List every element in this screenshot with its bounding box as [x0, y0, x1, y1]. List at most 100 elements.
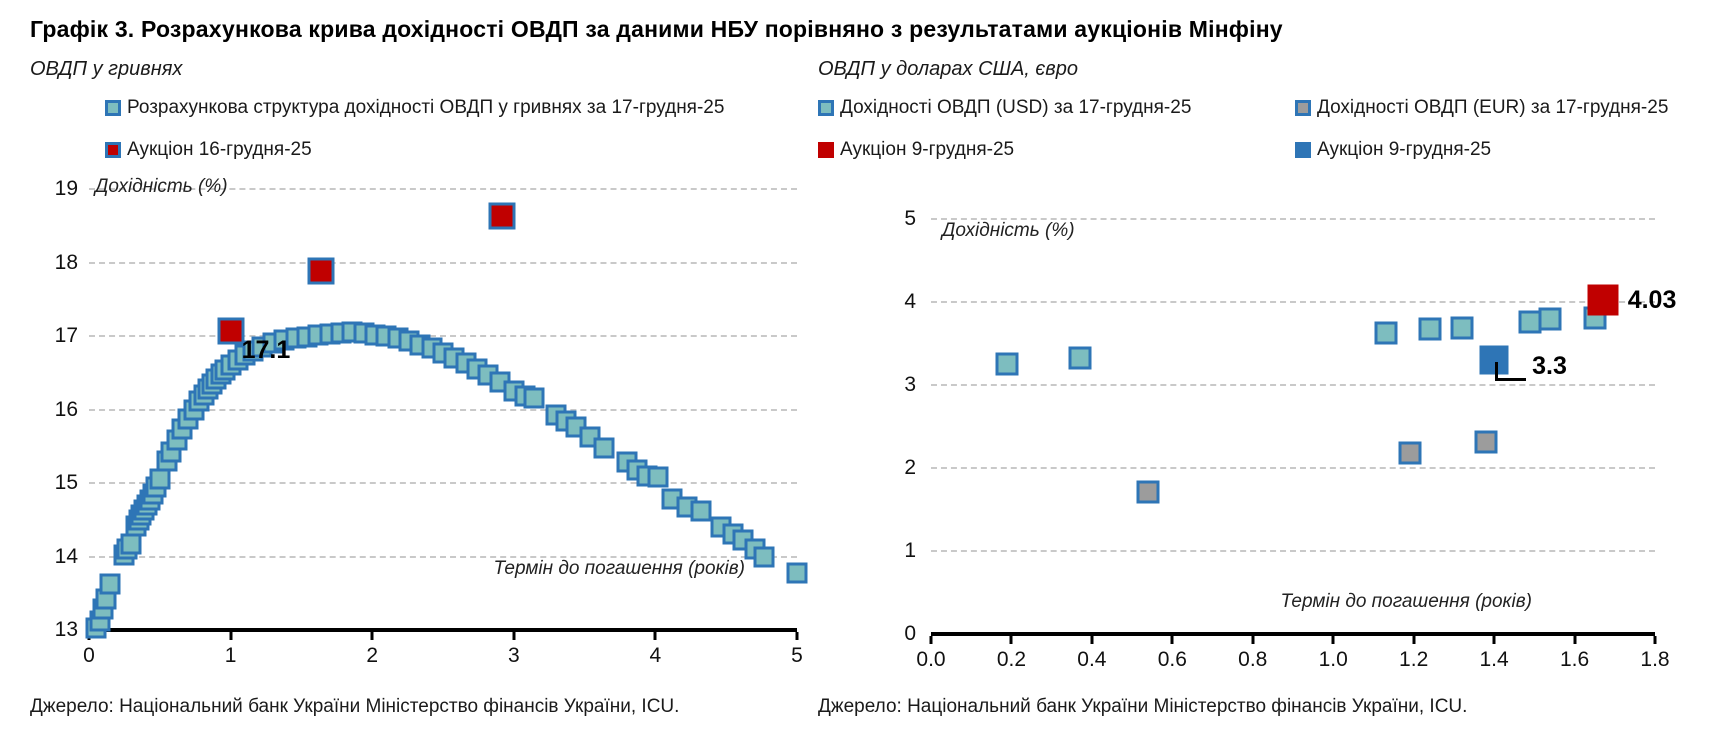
gridline [931, 467, 1655, 469]
y-tick-label: 4 [904, 290, 916, 313]
data-point [616, 451, 638, 473]
data-point [676, 496, 698, 518]
x-tick-label: 1.6 [1559, 648, 1590, 671]
legend-item: Аукціон 16-грудня-25 [105, 139, 312, 161]
data-point [466, 358, 488, 380]
gridline [931, 550, 1655, 552]
legend-item: Розрахункова структура дохідності ОВДП у… [105, 97, 724, 119]
data-point [744, 538, 766, 560]
data-point [95, 588, 117, 610]
data-point [139, 489, 161, 511]
data-point [409, 334, 431, 356]
x-tick-label: 2 [366, 644, 379, 667]
x-tick-label: 3 [507, 644, 520, 667]
gridline [931, 384, 1655, 386]
data-point [188, 390, 210, 412]
data-point [171, 418, 193, 440]
x-tick-mark [1009, 636, 1013, 644]
x-tick-label: 1.2 [1399, 648, 1429, 671]
data-point [183, 399, 205, 420]
y-axis-title: Дохідність (%) [95, 176, 228, 197]
y-tick-label: 13 [54, 618, 78, 641]
x-tick-label: 4 [649, 644, 662, 667]
data-point [353, 322, 375, 344]
legend-marker-icon [1295, 142, 1311, 158]
y-tick-label: 18 [54, 250, 78, 274]
x-tick-mark [929, 636, 933, 644]
y-tick-label: 3 [904, 373, 916, 396]
data-point [593, 437, 615, 459]
y-tick-label: 16 [54, 397, 78, 421]
data-point [364, 324, 386, 346]
gridline [89, 408, 797, 411]
data-point [489, 371, 511, 393]
data-point [579, 426, 601, 448]
data-point [545, 404, 567, 426]
data-point [166, 429, 188, 451]
legend-label: Розрахункова структура дохідності ОВДП у… [127, 97, 725, 118]
x-tick-mark [1412, 636, 1416, 644]
data-point [285, 327, 307, 349]
data-point [1136, 480, 1160, 504]
data-point [319, 323, 341, 345]
data-point [710, 516, 732, 538]
data-point [1398, 441, 1422, 465]
value-annotation: 3.3 [1532, 352, 1567, 381]
x-tick-mark [1251, 636, 1255, 644]
data-point [296, 326, 318, 348]
data-point [661, 488, 683, 510]
data-point [330, 322, 352, 344]
data-point [995, 352, 1019, 376]
data-point [626, 459, 648, 481]
annotation-connector [1495, 362, 1527, 382]
data-point [242, 340, 264, 362]
x-tick-label: 0.6 [1157, 648, 1187, 671]
data-point [514, 385, 536, 407]
x-tick-mark [1573, 636, 1577, 644]
data-point [89, 610, 111, 632]
data-point [85, 617, 107, 639]
x-tick-label: 0 [83, 644, 95, 667]
legend-label: Дохідності ОВДП (EUR) за 17-грудня-25 [1317, 97, 1669, 118]
data-point [136, 494, 158, 516]
data-point [1538, 307, 1562, 331]
data-point [214, 359, 236, 381]
data-point [262, 332, 284, 354]
y-tick-label: 1 [904, 539, 916, 562]
data-point [398, 330, 420, 352]
fx-chart-source: Джерело: Національний банк України Мініс… [818, 696, 1468, 717]
data-point [443, 347, 465, 369]
data-point [523, 387, 545, 409]
x-tick-mark [1653, 636, 1657, 644]
x-tick-mark [795, 632, 799, 640]
data-point [1418, 317, 1442, 341]
data-point [128, 509, 150, 531]
x-tick-mark [370, 632, 374, 640]
data-point [197, 378, 219, 400]
data-point [732, 529, 754, 551]
legend-label: Аукціон 9-грудня-25 [1317, 139, 1492, 160]
data-point [99, 573, 121, 595]
legend-marker-icon [818, 142, 834, 158]
legend-label: Дохідності ОВДП (USD) за 17-грудня-25 [840, 97, 1192, 118]
data-point [341, 321, 363, 343]
data-point [1374, 321, 1397, 345]
data-point [307, 324, 329, 346]
legend-item: Аукціон 9-грудня-25 [818, 139, 1014, 161]
value-annotation: 4.03 [1627, 285, 1677, 314]
gridline [89, 261, 797, 264]
x-tick-mark [1331, 636, 1335, 644]
legend-label: Аукціон 16-грудня-25 [127, 139, 312, 160]
value-annotation: 17.1 [241, 335, 291, 364]
y-tick-label: 2 [904, 456, 916, 479]
data-point [217, 317, 245, 345]
legend-item: Дохідності ОВДП (EUR) за 17-грудня-25 [1295, 97, 1668, 119]
gridline [89, 335, 797, 337]
data-point [1450, 316, 1474, 340]
data-point [92, 598, 114, 620]
x-tick-label: 0.0 [916, 648, 946, 671]
data-point [432, 342, 454, 364]
data-point [1518, 310, 1542, 334]
